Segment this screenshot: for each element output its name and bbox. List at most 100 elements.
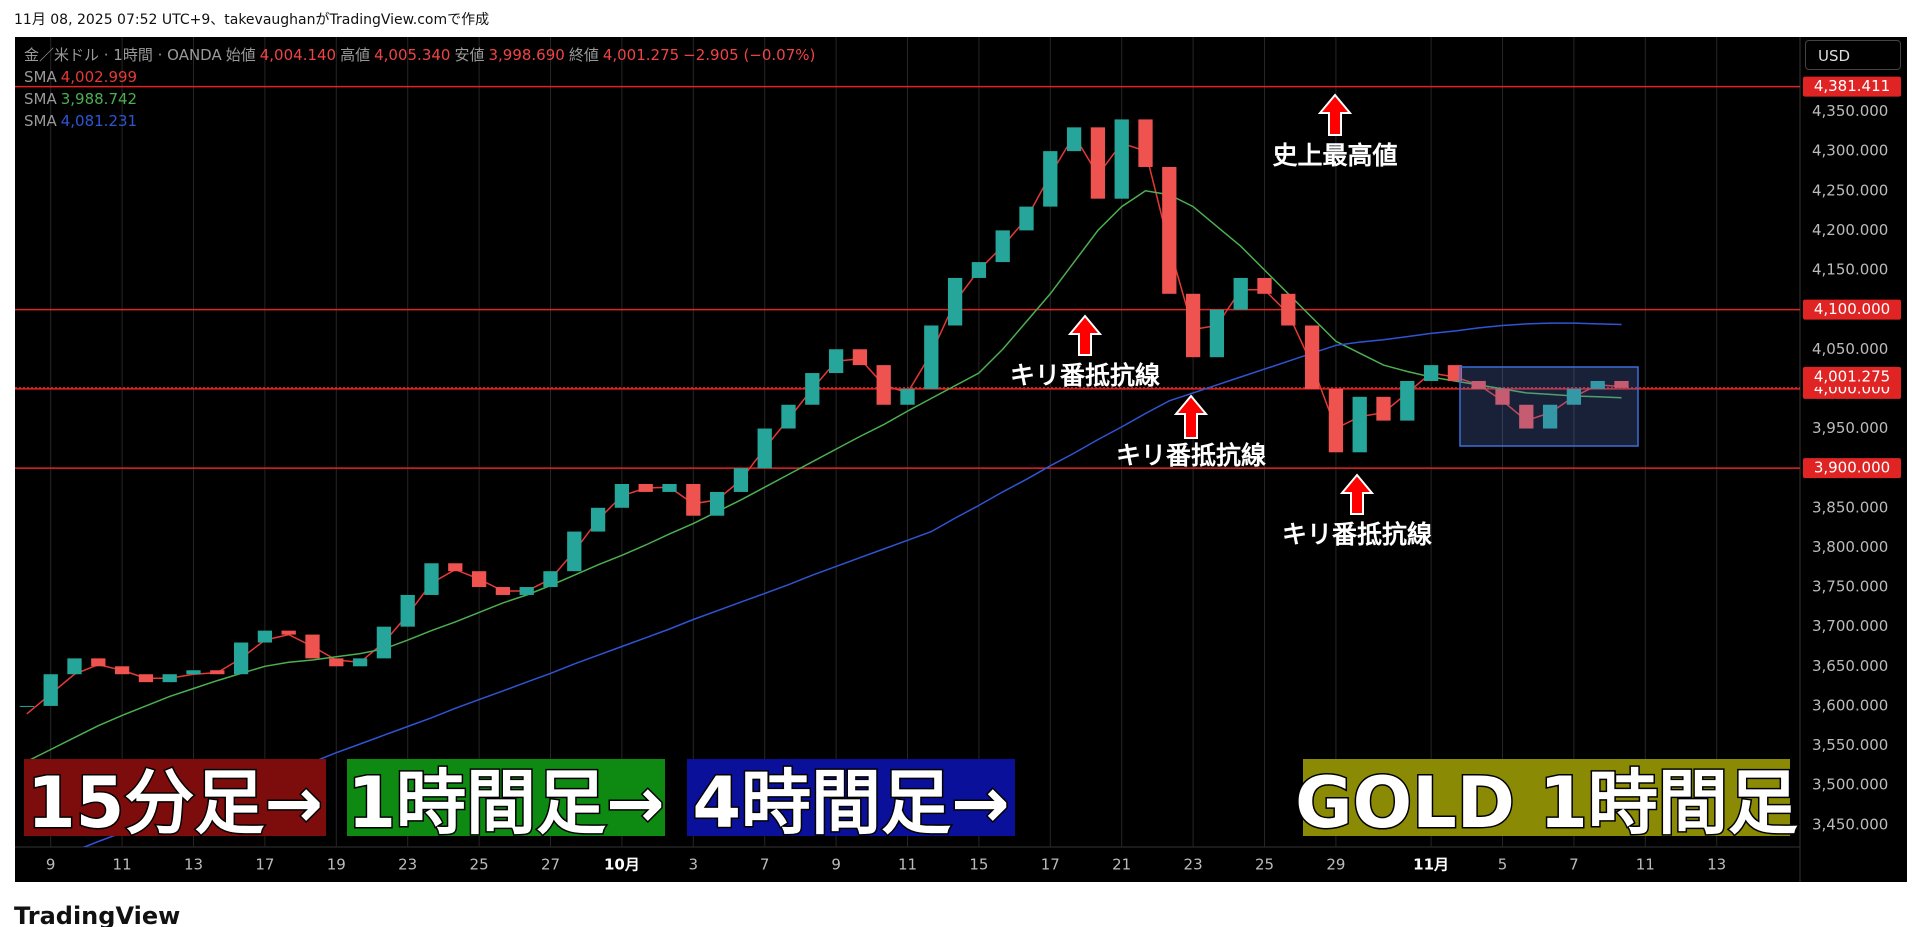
y-tick-label: 3,600.000 <box>1812 696 1888 714</box>
header: 11月 08, 2025 07:52 UTC+9、takevaughanがTra… <box>14 12 490 28</box>
x-tick-label: 5 <box>1498 856 1508 874</box>
candle <box>900 388 915 405</box>
x-tick-label: 21 <box>1112 856 1131 874</box>
legend: 金／米ドル · 1時間 · OANDA 始値 4,004.140 高値 4,005.34… <box>24 44 819 132</box>
x-tick-label: 9 <box>831 856 841 874</box>
candle <box>995 230 1010 263</box>
x-tick-label: 9 <box>46 856 56 874</box>
y-tick-label: 4,200.000 <box>1812 221 1888 239</box>
annotation: 史上最高値 <box>1272 141 1397 170</box>
y-tick-label: 3,700.000 <box>1812 617 1888 635</box>
candle <box>1162 166 1177 294</box>
x-tick-label: 3 <box>689 856 699 874</box>
legend-name: SMA <box>24 68 57 86</box>
candle <box>19 705 35 707</box>
candle <box>1185 293 1201 358</box>
candle <box>305 634 320 659</box>
candle <box>1304 325 1320 389</box>
x-tick-label: 23 <box>398 856 417 874</box>
arrow <box>1067 314 1103 356</box>
candle <box>1114 119 1129 199</box>
candle <box>1566 388 1582 405</box>
candle <box>1328 388 1344 453</box>
candle <box>424 563 439 595</box>
legend-title: 金／米ドル · 1時間 · OANDA <box>24 46 222 64</box>
y-tick-label: 4,350.000 <box>1812 102 1888 120</box>
x-tick-label: 13 <box>184 856 203 874</box>
candle <box>638 484 653 492</box>
candle <box>1519 404 1534 429</box>
candle <box>1257 277 1272 294</box>
candle <box>733 468 749 492</box>
candle <box>329 658 344 667</box>
y-tick-label: 3,950.000 <box>1812 419 1888 437</box>
candle <box>281 630 296 635</box>
candle <box>1590 380 1605 389</box>
candle <box>1542 404 1558 429</box>
candle <box>1471 380 1486 389</box>
arrow <box>1339 473 1375 515</box>
candle <box>67 658 82 675</box>
candle <box>400 594 415 627</box>
price-tag-label: 4,100.000 <box>1814 300 1890 318</box>
candle <box>114 666 130 675</box>
candle <box>352 658 368 667</box>
candle <box>662 484 677 492</box>
x-tick-label: 29 <box>1326 856 1345 874</box>
ohlc-value: 4,005.340 <box>374 46 451 64</box>
candle <box>1352 396 1367 453</box>
candle <box>852 349 868 366</box>
candle <box>686 484 701 516</box>
legend-value: 4,002.999 <box>60 68 138 86</box>
candle <box>614 484 630 508</box>
candle <box>448 563 463 572</box>
candle <box>1066 127 1082 152</box>
candle <box>757 428 772 469</box>
banner: 15分足→ <box>24 759 326 846</box>
price-tag-label: 3,900.000 <box>1814 459 1890 477</box>
x-tick-label: 19 <box>327 856 346 874</box>
candle <box>91 658 106 667</box>
price-tag <box>1803 366 1901 387</box>
footer-logo: TradingView <box>14 902 181 927</box>
ohlc-value: 4,001.275 <box>602 46 680 64</box>
currency-button[interactable]: USD <box>1805 40 1901 70</box>
annotation: キリ番抵抗線 <box>1116 441 1266 470</box>
x-tick-label: 17 <box>1041 856 1060 874</box>
legend-value: 3,988.742 <box>60 90 138 108</box>
y-tick-label: 3,850.000 <box>1812 498 1888 516</box>
candle <box>1400 380 1415 421</box>
price-tag-label: 4,381.411 <box>1814 77 1890 95</box>
x-tick-label: 25 <box>470 856 489 874</box>
annotation: キリ番抵抗線 <box>1282 520 1432 549</box>
x-tick-label: 11月 <box>1413 856 1449 874</box>
ohlc-value: 3,998.690 <box>488 46 565 64</box>
arrow <box>1317 93 1353 136</box>
ohlc-name: 始値 <box>225 46 256 64</box>
ohlc-name: 終値 <box>568 46 599 64</box>
candle <box>1138 119 1153 167</box>
candle <box>1447 365 1463 381</box>
legend-name: SMA <box>24 112 57 130</box>
sma-line <box>26 190 1622 763</box>
candle <box>1281 293 1296 326</box>
candle <box>709 491 725 516</box>
x-tick-label: 27 <box>541 856 560 874</box>
y-tick-label: 4,050.000 <box>1812 340 1888 358</box>
legend-value: 4,081.231 <box>60 112 138 130</box>
price-tag <box>1803 458 1901 479</box>
legend-name: SMA <box>24 90 57 108</box>
ohlc-value: 4,004.140 <box>259 46 337 64</box>
chart-bg <box>15 37 1907 882</box>
candle <box>590 507 606 532</box>
candle <box>947 277 963 326</box>
candle <box>233 642 249 675</box>
y-tick-label: 4,250.000 <box>1812 181 1888 199</box>
y-tick-label: 4,150.000 <box>1812 261 1888 279</box>
banner: GOLD 1時間足 <box>1294 759 1799 846</box>
x-tick-label: 7 <box>1569 856 1579 874</box>
candle <box>1233 277 1248 310</box>
candle <box>43 674 58 706</box>
candle <box>471 571 487 588</box>
